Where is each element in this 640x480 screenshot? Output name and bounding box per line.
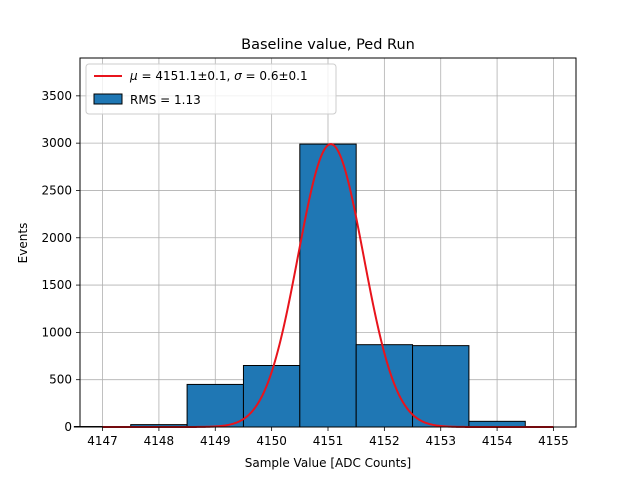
histogram-bars [73,143,526,428]
legend-mu-text: = 4151.1±0.1, [138,69,234,83]
x-tick-label: 4153 [425,434,456,448]
y-tick-label: 1000 [41,325,72,339]
legend-mu-symbol: μ [129,69,138,83]
x-tick-label: 4154 [482,434,513,448]
legend: μ = 4151.1±0.1, σ = 0.6±0.1 RMS = 1.13 [85,63,337,115]
y-tick-label: 1500 [41,278,72,292]
y-tick-label: 500 [49,373,72,387]
legend-histogram-swatch [93,93,123,105]
y-tick-label: 2000 [41,231,72,245]
x-tick-label: 4149 [200,434,231,448]
legend-sigma-symbol: σ [234,69,242,83]
histogram-bar [355,344,414,428]
x-tick-label: 4147 [87,434,118,448]
legend-histogram-label: RMS = 1.13 [130,93,201,107]
y-tick-label: 3000 [41,136,72,150]
x-tick-label: 4152 [369,434,400,448]
x-axis-label: Sample Value [ADC Counts] [245,456,411,470]
x-tick-label: 4155 [538,434,569,448]
legend-fit-label: μ = 4151.1±0.1, σ = 0.6±0.1 [129,69,308,83]
legend-box [85,63,337,115]
x-tick-label: 4150 [256,434,287,448]
legend-sigma-text: = 0.6±0.1 [242,69,308,83]
axis-ticks: 4147 4148 4149 4150 4151 4152 4153 4154 4155 0 500… [41,89,568,448]
x-tick-label: 4148 [144,434,175,448]
histogram-bar [242,365,301,428]
histogram-bar [186,383,244,428]
histogram-bar [412,345,470,428]
y-tick-label: 0 [64,420,72,434]
y-tick-label: 2500 [41,183,72,197]
histogram-bar [299,143,357,428]
y-tick-label: 3500 [41,89,72,103]
chart-title: Baseline value, Ped Run [241,37,415,53]
x-tick-label: 4151 [313,434,344,448]
y-axis-label: Events [16,223,30,264]
